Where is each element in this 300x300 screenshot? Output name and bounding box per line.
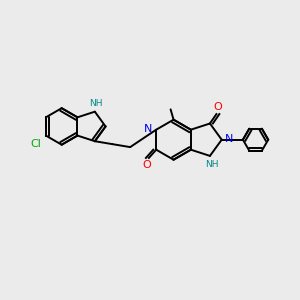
Text: O: O bbox=[142, 160, 151, 170]
Text: O: O bbox=[214, 102, 222, 112]
Text: N: N bbox=[225, 134, 234, 144]
Text: Cl: Cl bbox=[31, 139, 41, 149]
Text: NH: NH bbox=[89, 99, 102, 108]
Text: NH: NH bbox=[205, 160, 218, 169]
Text: N: N bbox=[144, 124, 153, 134]
